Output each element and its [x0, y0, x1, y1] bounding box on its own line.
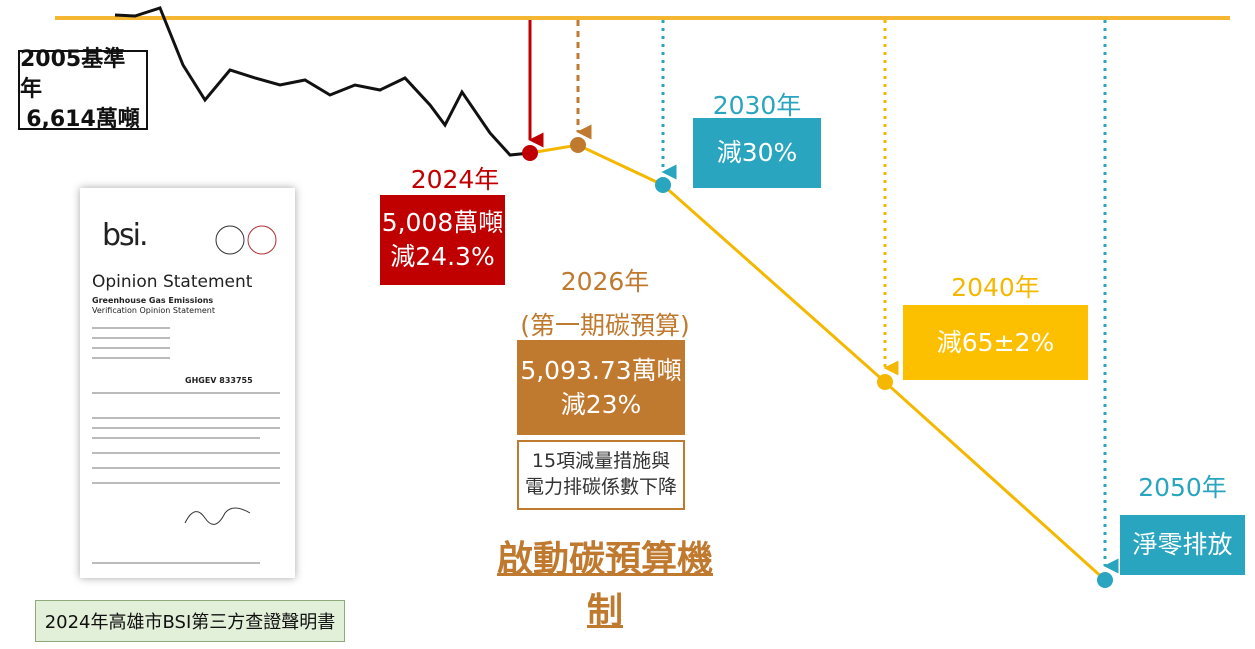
note-line: 15項減量措施與 [531, 450, 671, 473]
dot-2040 [877, 374, 893, 390]
note-line: 電力排碳係數下降 [524, 476, 677, 498]
mechanism-title: 啟動碳預算機制 [496, 539, 713, 632]
cert-logo: bsi. [102, 218, 149, 253]
reduction-2026: 減23% [560, 389, 642, 419]
box-2026: 5,093.73萬噸 減23% [517, 340, 685, 435]
year-2030: 2030年 [712, 91, 802, 120]
baseline-box: 2005基準年 6,614萬噸 [18, 47, 148, 132]
cert-title: Opinion Statement [92, 272, 253, 292]
caption: 2024年高雄市BSI第三方查證聲明書 [35, 600, 345, 642]
box-2040: 減65±2% [903, 305, 1088, 380]
subtitle-2026: (第一期碳預算) [520, 311, 690, 340]
signature [184, 507, 251, 525]
cert-subheading: Verification Opinion Statement [92, 306, 215, 315]
history-line [114, 6, 531, 157]
year-2040: 2040年 [951, 273, 1040, 302]
amount-2026: 5,093.73萬噸 [520, 355, 682, 385]
cert-mark [247, 225, 277, 255]
cert-number: GHGEV 833755 [185, 376, 253, 385]
dot-2030 [655, 177, 671, 193]
amount-2024: 5,008萬噸 [381, 208, 504, 238]
year-2024: 2024年 [410, 165, 500, 194]
reduction-2050: 淨零排放 [1132, 530, 1233, 560]
baseline-year: 2005基準年 [20, 47, 126, 103]
cert-mark [215, 225, 245, 255]
certificate: bsi. Opinion Statement Greenhouse Gas Em… [80, 188, 295, 578]
dot-2050 [1097, 572, 1113, 588]
baseline-amount: 6,614萬噸 [26, 106, 140, 132]
dot-2026 [570, 137, 586, 153]
reduction-2030: 減30% [716, 138, 798, 168]
reduction-2040: 減65±2% [936, 327, 1055, 357]
box-2050: 淨零排放 [1120, 515, 1245, 575]
year-2026: 2026年 [560, 267, 650, 296]
box-2024: 5,008萬噸 減24.3% [380, 195, 505, 285]
box-2030: 減30% [693, 118, 821, 188]
dot-2024 [522, 145, 538, 161]
reduction-2024: 減24.3% [390, 242, 495, 271]
cert-decoration [92, 225, 280, 564]
note-box-2026: 15項減量措施與 電力排碳係數下降 [517, 440, 685, 510]
cert-heading: Greenhouse Gas Emissions [92, 296, 214, 305]
year-2050: 2050年 [1138, 473, 1227, 502]
